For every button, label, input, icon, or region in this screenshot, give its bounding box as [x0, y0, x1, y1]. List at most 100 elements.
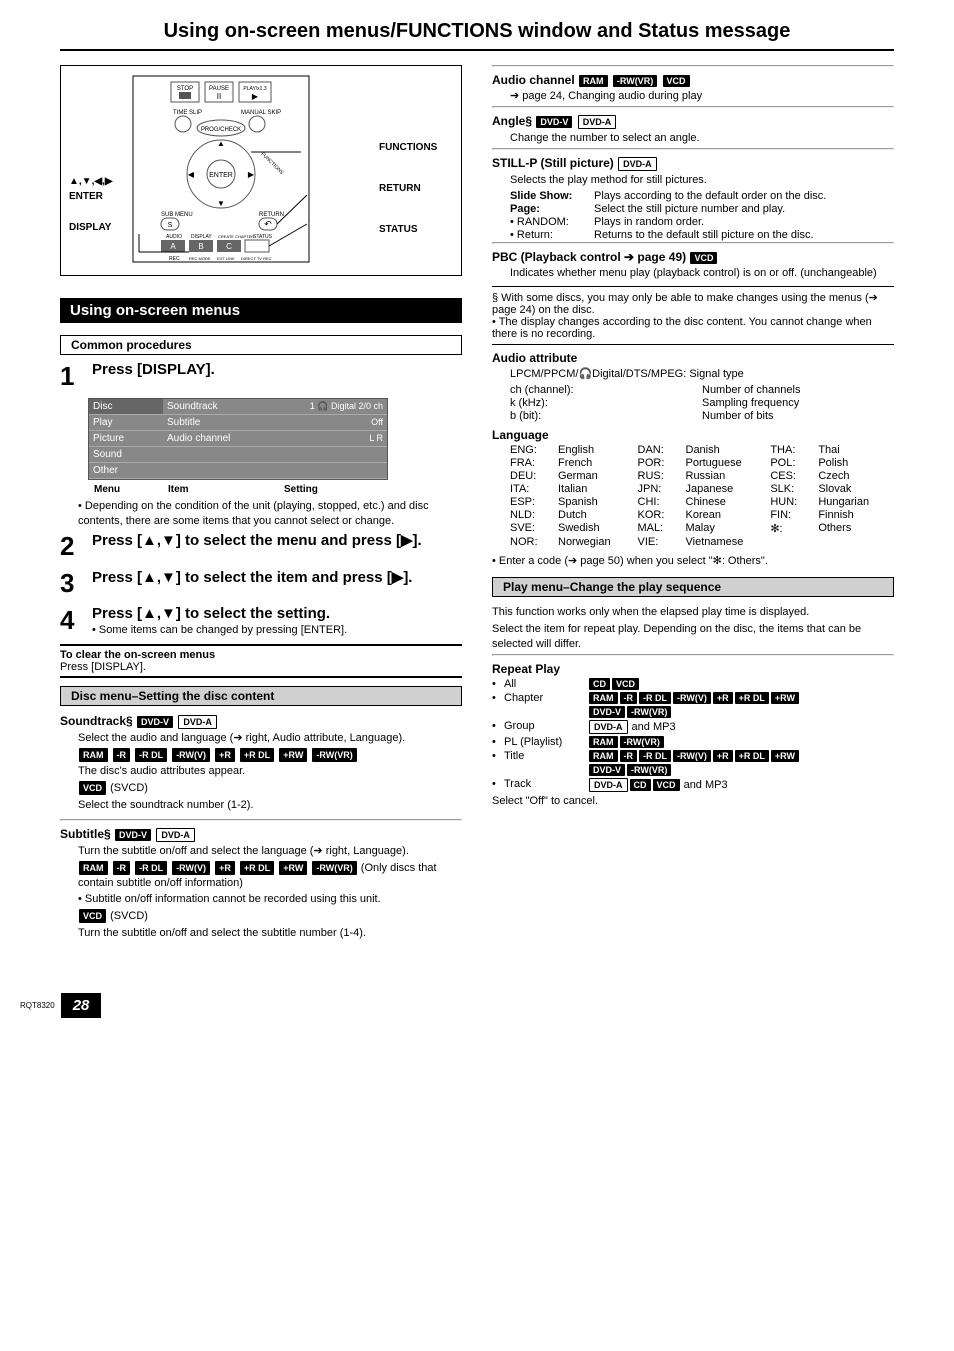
- badge: VCD: [653, 779, 680, 791]
- repeat-badges: CDVCD: [588, 678, 894, 690]
- sp-k0: Slide Show:: [510, 190, 594, 202]
- label-functions: FUNCTIONS: [379, 142, 453, 153]
- lang-cell: Thai: [818, 444, 894, 456]
- badge: DVD-V: [589, 764, 625, 776]
- footnote-bar: § With some discs, you may only be able …: [492, 286, 894, 345]
- osd-subtitle: Subtitle: [163, 415, 277, 431]
- b-rdl: -R DL: [135, 748, 167, 762]
- lang-cell: MAL:: [638, 522, 684, 535]
- sp-v3: Returns to the default still picture on …: [594, 229, 894, 241]
- osd-soundtrack: Soundtrack: [163, 399, 277, 415]
- common-procedures-bar: Common procedures: [60, 335, 462, 355]
- svg-text:PROG/CHECK: PROG/CHECK: [201, 127, 241, 133]
- soundtrack-line1: Select the audio and language (➔ right, …: [60, 731, 462, 746]
- badge-dvda: DVD-A: [178, 715, 217, 729]
- svg-text:B: B: [198, 242, 203, 251]
- repeat-badges: DVD-ACDVCD and MP3: [588, 778, 894, 792]
- lang-cell: VIE:: [638, 536, 684, 548]
- badge: DVD-A: [589, 778, 628, 792]
- cap-menu: Menu: [88, 484, 162, 495]
- lang-cell: French: [558, 457, 636, 469]
- lang-cell: Slovak: [818, 483, 894, 495]
- repeat-suffix: and MP3: [681, 779, 728, 791]
- b2-rdl: -R DL: [135, 861, 167, 875]
- label-display: DISPLAY: [69, 220, 123, 235]
- osd-play: Play: [89, 415, 163, 431]
- lang-cell: English: [558, 444, 636, 456]
- lang-cell: FIN:: [770, 509, 816, 521]
- badge: VCD: [612, 678, 639, 690]
- svg-text:RETURN: RETURN: [259, 212, 284, 218]
- soundtrack-title: Soundtrack: [60, 714, 126, 728]
- lang-cell: DAN:: [638, 444, 684, 456]
- osd-menu: DiscSoundtrack1 🎧 Digital 2/0 ch PlaySub…: [88, 398, 388, 480]
- osd-sound: Sound: [89, 447, 163, 463]
- b2-prdl: +R DL: [240, 861, 274, 875]
- label-nav-enter: ▲,▼,◀,▶ ENTER: [69, 174, 123, 204]
- angle-line: Change the number to select an angle.: [492, 131, 894, 146]
- svg-text:REC: REC: [169, 256, 180, 262]
- badge: +R DL: [735, 750, 769, 762]
- lang-cell: Japanese: [686, 483, 769, 495]
- repeat-row: •GroupDVD-A and MP3: [492, 720, 894, 734]
- subtitle-badges: RAM -R -R DL -RW(V) +R +R DL +RW -RW(VR)…: [60, 861, 462, 891]
- badge: -RW(V): [673, 750, 711, 762]
- label-status: STATUS: [379, 224, 453, 235]
- lang-cell: Korean: [686, 509, 769, 521]
- repeat-row: •AllCDVCD: [492, 678, 894, 690]
- left-column: ▲,▼,◀,▶ ENTER DISPLAY STOP PAUSEII PLAY/…: [60, 65, 462, 943]
- step-1-num: 1: [60, 361, 84, 392]
- svg-text:EXT LINK: EXT LINK: [217, 256, 235, 261]
- lang-cell: SLK:: [770, 483, 816, 495]
- aa-v2: Number of bits: [702, 410, 894, 422]
- bullet-icon: •: [492, 736, 504, 748]
- repeat-row: •PL (Playlist)RAM-RW(VR): [492, 736, 894, 748]
- lang-cell: ✻:: [770, 522, 816, 535]
- osd-val2: Off: [277, 415, 387, 431]
- play-menu-intro2: Select the item for repeat play. Dependi…: [492, 622, 894, 652]
- aa-k0: ch (channel):: [510, 384, 702, 396]
- b-prw: +RW: [279, 748, 307, 762]
- repeat-row: •TrackDVD-ACDVCD and MP3: [492, 778, 894, 792]
- repeat-badges: RAM-R-R DL-RW(V)+R+R DL+RWDVD-V-RW(VR): [588, 692, 894, 718]
- language-grid: ENG:EnglishDAN:DanishTHA:ThaiFRA:FrenchP…: [492, 444, 894, 548]
- repeat-label: All: [504, 678, 588, 690]
- lang-cell: Russian: [686, 470, 769, 482]
- b-prdl: +R DL: [240, 748, 274, 762]
- stillp-heading: STILL-P (Still picture) DVD-A: [492, 156, 894, 171]
- svg-text:CREATE CHAPTER: CREATE CHAPTER: [218, 234, 254, 239]
- b2-rwv: -RW(V): [172, 861, 210, 875]
- bullet-icon: •: [492, 750, 504, 762]
- page-number: 28: [61, 993, 102, 1018]
- svg-text:STOP: STOP: [177, 86, 193, 92]
- step-3-title: Press [▲,▼] to select the item and press…: [92, 568, 462, 586]
- pbc-line: Indicates whether menu play (playback co…: [492, 266, 894, 281]
- ac-rwvr: -RW(VR): [613, 75, 657, 87]
- badge: -RW(VR): [620, 736, 664, 748]
- svg-text:C: C: [226, 242, 232, 251]
- osd-disc: Disc: [89, 399, 163, 415]
- repeat-badges: DVD-A and MP3: [588, 720, 894, 734]
- soundtrack-heading: Soundtrack§ DVD-V DVD-A: [60, 714, 462, 729]
- footnote2: • The display changes according to the d…: [492, 316, 894, 340]
- badge: RAM: [589, 750, 618, 762]
- lang-cell: ESP:: [510, 496, 556, 508]
- lang-cell: ITA:: [510, 483, 556, 495]
- lang-cell: KOR:: [638, 509, 684, 521]
- svg-text:AUDIO: AUDIO: [166, 234, 182, 240]
- badge: +R: [713, 750, 733, 762]
- badge: -R DL: [639, 750, 671, 762]
- svg-text:S: S: [168, 222, 173, 229]
- pbc-vcd: VCD: [690, 252, 717, 264]
- svg-text:▲: ▲: [217, 139, 225, 148]
- lang-cell: German: [558, 470, 636, 482]
- repeat-label: Chapter: [504, 692, 588, 704]
- aa-k2: b (bit):: [510, 410, 702, 422]
- lang-cell: Norwegian: [558, 536, 636, 548]
- lang-cell: Polish: [818, 457, 894, 469]
- clear-body: Press [DISPLAY].: [60, 661, 146, 673]
- b-rwvr: -RW(VR): [312, 748, 356, 762]
- sp-k2: • RANDOM:: [510, 216, 594, 228]
- osd-caption: Menu Item Setting: [88, 484, 388, 495]
- step-2: 2 Press [▲,▼] to select the menu and pre…: [60, 531, 462, 562]
